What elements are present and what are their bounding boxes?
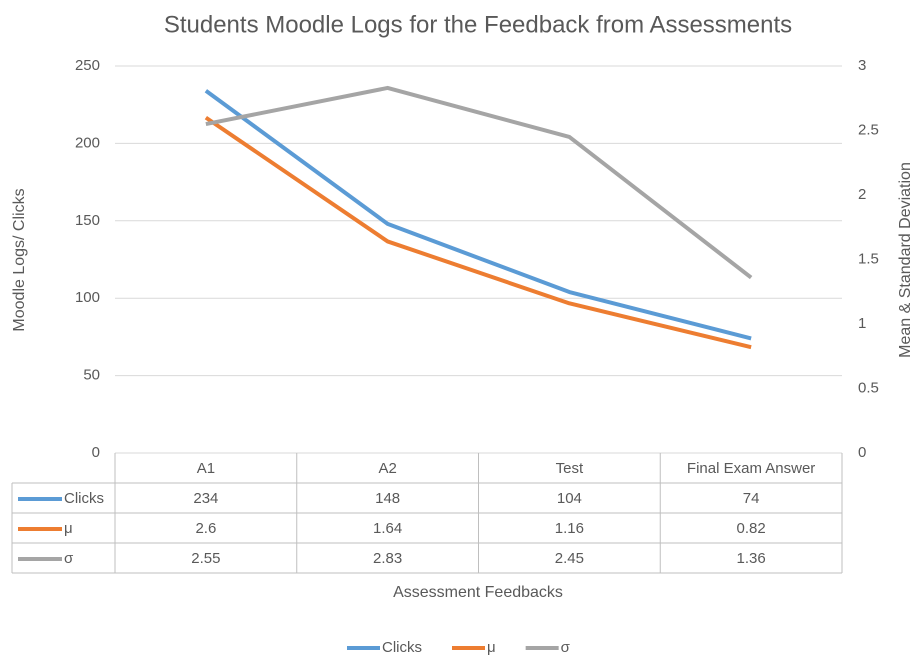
series-line (205, 85, 753, 280)
table-cell: 104 (557, 490, 582, 507)
y-tick-label: 0 (92, 444, 100, 461)
series-line (204, 115, 752, 350)
y-tick-label: 50 (83, 367, 100, 384)
table-cell: 2.83 (373, 550, 402, 567)
table-cell: 148 (375, 490, 400, 507)
table-cell: 1.64 (373, 520, 402, 537)
x-tick-label: A2 (378, 460, 396, 477)
table-cell: 234 (193, 490, 218, 507)
x-axis-title: Assessment Feedbacks (393, 584, 563, 601)
table-cell: 2.55 (191, 550, 220, 567)
chart-title: Students Moodle Logs for the Feedback fr… (164, 11, 792, 38)
table-cell: 1.36 (737, 550, 766, 567)
y2-tick-label: 1 (858, 315, 866, 332)
table-cell: 0.82 (737, 520, 766, 537)
table-cell: 2.45 (555, 550, 584, 567)
y-axis-title: Moodle Logs/ Clicks (11, 188, 28, 331)
legend-label: σ (561, 639, 571, 656)
table-row-label: μ (64, 520, 73, 537)
table-cell: 74 (743, 490, 760, 507)
y2-tick-label: 1.5 (858, 250, 879, 267)
legend-label: Clicks (382, 639, 422, 656)
x-tick-label: A1 (197, 460, 215, 477)
legend-label: μ (487, 639, 496, 656)
y2-tick-label: 2.5 (858, 121, 879, 138)
y2-tick-label: 0 (858, 444, 866, 461)
y-tick-label: 250 (75, 57, 100, 74)
x-tick-label: Final Exam Answer (687, 460, 815, 477)
table-row-label: Clicks (64, 490, 104, 507)
y-tick-label: 100 (75, 289, 100, 306)
x-tick-label: Test (556, 460, 584, 477)
y2-axis-title: Mean & Standard Deviation (897, 162, 914, 358)
y2-tick-label: 0.5 (858, 379, 879, 396)
y-tick-label: 150 (75, 212, 100, 229)
y2-tick-label: 2 (858, 186, 866, 203)
table-row-label: σ (64, 550, 74, 567)
y-tick-label: 200 (75, 134, 100, 151)
table-cell: 2.6 (195, 520, 216, 537)
y2-tick-label: 3 (858, 57, 866, 74)
table-cell: 1.16 (555, 520, 584, 537)
series-line (204, 89, 752, 341)
